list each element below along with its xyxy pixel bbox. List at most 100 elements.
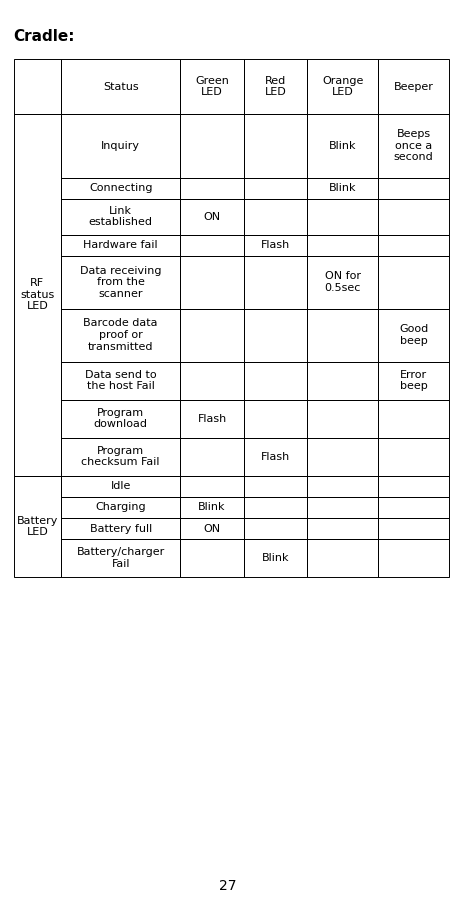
Bar	[243, 309, 307, 362]
Bar	[307, 309, 377, 362]
Text: Blink: Blink	[328, 183, 356, 193]
Bar	[61, 177, 180, 199]
Bar	[377, 309, 448, 362]
Text: Data send to
the host Fail: Data send to the host Fail	[85, 370, 156, 392]
Text: Connecting: Connecting	[89, 183, 152, 193]
Bar	[307, 114, 377, 177]
Text: 27: 27	[219, 879, 236, 894]
Bar	[243, 199, 307, 235]
Bar	[180, 199, 243, 235]
Bar	[243, 255, 307, 309]
Text: Battery
LED: Battery LED	[17, 515, 58, 537]
Bar	[377, 235, 448, 255]
Text: Red
LED: Red LED	[264, 75, 286, 97]
Bar	[243, 177, 307, 199]
Text: Barcode data
proof or
transmitted: Barcode data proof or transmitted	[83, 318, 157, 352]
Text: Flash: Flash	[197, 414, 226, 424]
Bar	[180, 114, 243, 177]
Bar	[243, 400, 307, 437]
Bar	[377, 177, 448, 199]
Bar	[61, 497, 180, 518]
Bar	[307, 518, 377, 539]
Bar	[180, 497, 243, 518]
Bar	[61, 400, 180, 437]
Bar	[377, 518, 448, 539]
Bar	[180, 437, 243, 475]
Bar	[377, 255, 448, 309]
Bar	[61, 114, 180, 177]
Text: Flash: Flash	[260, 452, 289, 462]
Bar	[180, 400, 243, 437]
Bar	[243, 114, 307, 177]
Text: Charging: Charging	[95, 503, 146, 513]
Text: Data receiving
from the
scanner: Data receiving from the scanner	[80, 265, 161, 299]
Text: ON: ON	[203, 524, 220, 534]
Bar	[180, 59, 243, 114]
Bar	[377, 539, 448, 577]
Bar	[307, 59, 377, 114]
Bar	[377, 437, 448, 475]
Bar	[377, 362, 448, 400]
Text: Flash: Flash	[260, 240, 289, 250]
Bar	[243, 59, 307, 114]
Bar	[377, 114, 448, 177]
Bar	[61, 199, 180, 235]
Text: Beeps
once a
second: Beeps once a second	[393, 129, 433, 163]
Text: Cradle:: Cradle:	[14, 29, 75, 45]
Bar	[180, 518, 243, 539]
Text: Blink: Blink	[261, 554, 288, 564]
Bar	[243, 539, 307, 577]
Bar	[243, 497, 307, 518]
Bar	[61, 309, 180, 362]
Text: Link
established: Link established	[88, 205, 152, 227]
Text: Idle: Idle	[110, 481, 131, 491]
Bar	[180, 362, 243, 400]
Text: Battery/charger
Fail: Battery/charger Fail	[76, 547, 164, 569]
Bar	[307, 497, 377, 518]
Bar	[243, 518, 307, 539]
Text: ON: ON	[203, 212, 220, 222]
Bar	[243, 235, 307, 255]
Bar	[180, 235, 243, 255]
Text: Program
checksum Fail: Program checksum Fail	[81, 446, 160, 467]
Text: Program
download: Program download	[93, 408, 147, 429]
Text: Beeper: Beeper	[393, 82, 433, 92]
Text: Status: Status	[103, 82, 138, 92]
Bar	[243, 475, 307, 497]
Text: Good
beep: Good beep	[398, 325, 427, 345]
Text: Hardware fail: Hardware fail	[83, 240, 157, 250]
Bar	[180, 255, 243, 309]
Bar	[180, 309, 243, 362]
Text: Error
beep: Error beep	[399, 370, 427, 392]
Bar	[14, 114, 61, 475]
Text: Blink: Blink	[328, 141, 356, 151]
Bar	[14, 59, 61, 114]
Text: RF
status
LED: RF status LED	[20, 278, 54, 312]
Bar	[307, 539, 377, 577]
Bar	[307, 199, 377, 235]
Bar	[180, 475, 243, 497]
Bar	[14, 475, 61, 577]
Bar	[307, 400, 377, 437]
Bar	[377, 400, 448, 437]
Bar	[61, 437, 180, 475]
Text: ON for
0.5sec: ON for 0.5sec	[324, 272, 360, 293]
Text: Orange
LED: Orange LED	[321, 75, 363, 97]
Bar	[61, 235, 180, 255]
Bar	[377, 59, 448, 114]
Bar	[180, 177, 243, 199]
Bar	[61, 59, 180, 114]
Bar	[307, 362, 377, 400]
Bar	[61, 518, 180, 539]
Bar	[61, 475, 180, 497]
Bar	[377, 199, 448, 235]
Bar	[243, 362, 307, 400]
Text: Inquiry: Inquiry	[101, 141, 140, 151]
Bar	[307, 235, 377, 255]
Bar	[61, 362, 180, 400]
Bar	[307, 437, 377, 475]
Text: Battery full: Battery full	[89, 524, 152, 534]
Bar	[377, 497, 448, 518]
Text: Green
LED: Green LED	[195, 75, 228, 97]
Bar	[61, 255, 180, 309]
